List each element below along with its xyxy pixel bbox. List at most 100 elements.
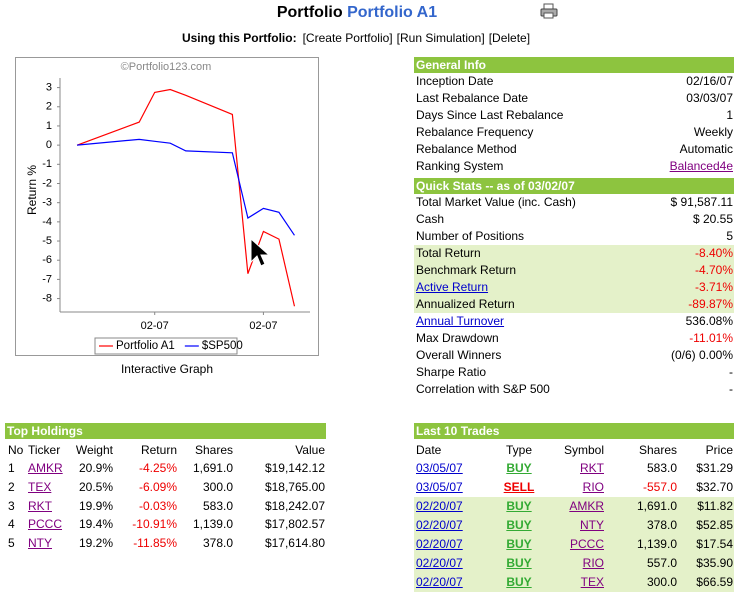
info-value: - <box>729 365 733 379</box>
trades-panel: Last 10 Trades Date Type Symbol Shares Price 0… <box>414 423 734 595</box>
table-row: 02/20/07 BUY PCCC 1,139.0 $17.54 <box>414 535 734 554</box>
info-row: Cash $ 20.55 <box>414 211 734 228</box>
table-cell[interactable]: 02/20/07 <box>416 499 463 513</box>
table-row: 02/20/07 BUY RIO 557.0 $35.90 <box>414 554 734 573</box>
table-cell[interactable]: BUY <box>506 461 532 475</box>
table-cell[interactable]: SELL <box>503 480 535 494</box>
table-cell: -4.25% <box>138 461 177 475</box>
y-tick-label: 1 <box>46 120 52 132</box>
table-cell[interactable]: 03/05/07 <box>416 461 463 475</box>
column-header: No <box>8 443 24 457</box>
y-tick-label: 0 <box>46 139 52 151</box>
y-tick-label: -5 <box>42 235 52 247</box>
table-cell[interactable]: PCCC <box>28 517 63 532</box>
table-cell[interactable]: 03/05/07 <box>416 480 463 494</box>
info-row: Last Rebalance Date 03/03/07 <box>414 90 734 107</box>
info-row: Annualized Return -89.87% <box>414 296 734 313</box>
y-tick-label: -8 <box>42 292 52 304</box>
info-label: Total Market Value (inc. Cash) <box>416 195 576 209</box>
table-cell: 378.0 <box>646 518 677 532</box>
table-cell[interactable]: 02/20/07 <box>416 537 463 551</box>
info-value: Automatic <box>679 142 733 156</box>
table-cell: 3 <box>8 498 15 513</box>
table-cell[interactable]: RKT <box>580 461 604 475</box>
info-label: Inception Date <box>416 74 494 88</box>
table-cell: 300.0 <box>646 575 677 589</box>
table-cell[interactable]: RIO <box>582 480 604 494</box>
table-cell[interactable]: 02/20/07 <box>416 518 463 532</box>
toolbar-action[interactable]: [Delete] <box>488 31 531 45</box>
table-cell[interactable]: BUY <box>506 499 532 513</box>
info-label: Sharpe Ratio <box>416 365 487 379</box>
toolbar-action[interactable]: [Run Simulation] <box>396 31 485 45</box>
info-value: - <box>729 382 733 396</box>
table-cell[interactable]: 02/20/07 <box>416 575 463 589</box>
portfolio-name: Portfolio A1 <box>347 4 438 21</box>
series-line <box>76 88 296 307</box>
table-cell: $31.29 <box>696 461 733 475</box>
table-cell: $18,765.00 <box>264 479 325 494</box>
info-value: $ 91,587.11 <box>670 195 733 209</box>
info-value[interactable]: Balanced4e <box>669 159 733 173</box>
table-cell: 20.5% <box>78 479 113 494</box>
column-header: Weight <box>75 443 113 457</box>
table-cell[interactable]: BUY <box>506 575 532 589</box>
table-cell[interactable]: TEX <box>580 575 604 589</box>
table-cell[interactable]: NTY <box>580 518 604 532</box>
table-row: 5 NTY 19.2% -11.85% 378.0 $17,614.80 <box>5 534 326 553</box>
legend-label: Portfolio A1 <box>116 340 175 352</box>
info-row: Inception Date 02/16/07 <box>414 73 734 90</box>
column-header: Shares <box>194 443 233 457</box>
column-header: Value <box>295 443 325 457</box>
table-cell[interactable]: NTY <box>28 536 52 551</box>
toolbar-action[interactable]: [Create Portfolio] <box>302 31 393 45</box>
table-cell[interactable]: AMKR <box>28 461 63 475</box>
column-header: Return <box>140 443 177 457</box>
y-tick-label: -7 <box>42 273 52 285</box>
info-value: 5 <box>726 229 733 243</box>
watermark: ©Portfolio123.com <box>121 61 212 73</box>
info-row: Total Market Value (inc. Cash) $ 91,587.1… <box>414 194 734 211</box>
table-cell[interactable]: AMKR <box>569 499 604 513</box>
toolbar-label: Using this Portfolio: <box>181 31 297 45</box>
info-label: Last Rebalance Date <box>416 91 529 105</box>
table-cell: 4 <box>8 517 15 532</box>
column-header: Date <box>416 443 442 457</box>
info-row: Correlation with S&P 500 - <box>414 381 734 398</box>
x-tick-label: 02-07 <box>249 320 277 332</box>
info-value: 02/16/07 <box>686 74 733 88</box>
table-cell: 2 <box>8 479 15 494</box>
table-cell[interactable]: BUY <box>506 556 532 570</box>
table-cell: $17,802.57 <box>264 517 325 532</box>
table-row: 02/20/07 BUY NTY 378.0 $52.85 <box>414 516 734 535</box>
table-cell: 557.0 <box>646 556 677 570</box>
table-cell[interactable]: RIO <box>582 556 604 570</box>
table-cell: -10.91% <box>132 517 177 532</box>
y-tick-label: -2 <box>42 177 52 189</box>
table-cell[interactable]: BUY <box>506 537 532 551</box>
y-tick-label: -6 <box>42 254 52 266</box>
table-cell: $32.70 <box>696 480 733 494</box>
table-cell: 1,139.0 <box>636 537 677 551</box>
table-row: 03/05/07 SELL RIO -557.0 $32.70 <box>414 478 734 497</box>
toolbar: Using this Portfolio: [Create Portfolio][… <box>0 31 716 45</box>
section-header: Last 10 Trades <box>414 423 734 439</box>
info-label: Annualized Return <box>416 297 515 311</box>
info-label[interactable]: Annual Turnover <box>416 314 505 328</box>
table-cell[interactable]: PCCC <box>569 537 604 551</box>
mouse-cursor <box>250 238 270 267</box>
table-cell: $17,614.80 <box>264 536 325 551</box>
table-cell[interactable]: BUY <box>506 518 532 532</box>
table-cell: $52.85 <box>696 518 733 532</box>
series-line <box>77 138 295 236</box>
table-cell[interactable]: RKT <box>28 498 52 513</box>
table-cell[interactable]: TEX <box>28 479 52 494</box>
table-cell: -557.0 <box>642 480 677 494</box>
column-header: Type <box>505 443 532 457</box>
info-label[interactable]: Active Return <box>416 280 489 294</box>
holdings-panel: Top Holdings No Ticker Weight Return Shares Va… <box>5 423 326 563</box>
table-cell[interactable]: 02/20/07 <box>416 556 463 570</box>
print-icon[interactable] <box>540 3 558 19</box>
y-tick-label: 2 <box>46 101 52 113</box>
